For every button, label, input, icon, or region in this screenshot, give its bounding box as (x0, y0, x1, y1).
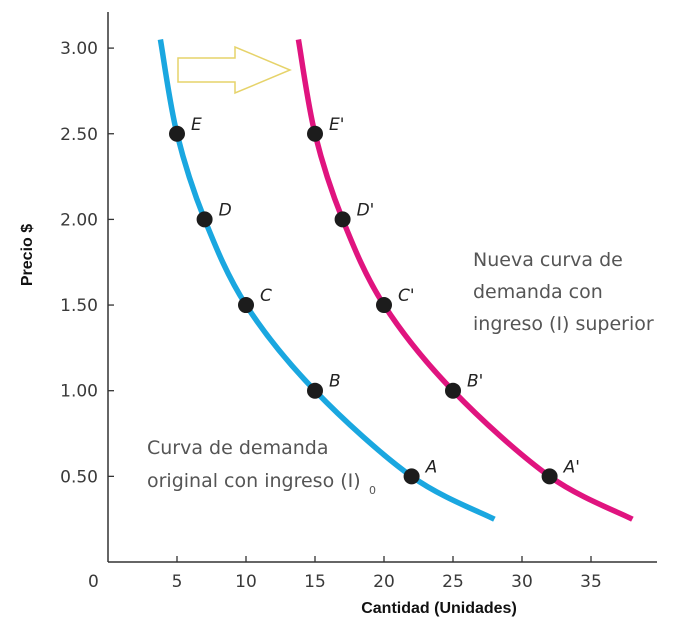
point-marker (238, 297, 254, 314)
x-tick-label: 35 (580, 572, 602, 592)
y-tick-label: 2.00 (60, 210, 98, 230)
point-marker (334, 211, 351, 228)
point-marker (403, 468, 420, 485)
new-annotation-line1: Nueva curva de (473, 249, 623, 271)
point-label: D' (357, 200, 375, 220)
points-group: E D C B A E' D' C' B' A' (169, 115, 580, 485)
shift-arrow-icon (177, 45, 292, 95)
point-marker (307, 382, 323, 399)
tick-group: 5 10 15 20 25 30 35 0.50 1.00 1.50 2.00 2.50 3.00 (60, 39, 602, 592)
new-curve-annotation: Nueva curva de demanda con ingreso (I) s… (473, 249, 654, 335)
point-marker (169, 125, 185, 142)
x-tick-label: 30 (511, 572, 533, 592)
new-annotation-line2: demanda con (473, 281, 603, 303)
x-axis-title: Cantidad (Unidades) (361, 600, 517, 617)
y-tick-label: 1.00 (60, 382, 98, 402)
point-label: C (260, 286, 272, 306)
point-label: C' (398, 286, 415, 306)
x-tick-label: 15 (304, 572, 326, 592)
y-tick-label: 1.50 (60, 296, 98, 316)
x-tick-label: 10 (235, 572, 257, 592)
point-marker (541, 468, 558, 485)
point-label: A' (563, 457, 580, 477)
point-label: E' (329, 115, 344, 135)
point-marker (196, 211, 213, 228)
axes (107, 12, 657, 563)
y-tick-label: 3.00 (60, 39, 98, 59)
original-curve-annotation: Curva de demanda original con ingreso (I… (147, 437, 376, 497)
original-annotation-line2: original con ingreso (I) (147, 470, 361, 492)
point-marker (307, 125, 323, 142)
origin-label: 0 (88, 572, 99, 592)
x-tick-label: 20 (373, 572, 395, 592)
point-label: E (191, 115, 202, 135)
new-demand-curve (295, 39, 634, 522)
y-axis-title: Precio $ (19, 224, 36, 286)
y-tick-label: 0.50 (60, 467, 98, 487)
point-label: D (219, 200, 232, 220)
point-marker (445, 382, 461, 399)
new-annotation-line3: ingreso (I) superior (473, 313, 654, 335)
point-label: B' (467, 372, 483, 392)
original-annotation-line1: Curva de demanda (147, 437, 328, 459)
x-tick-label: 5 (172, 572, 183, 592)
point-label: A (425, 457, 438, 477)
x-tick-label: 25 (442, 572, 464, 592)
original-annotation-subscript: 0 (369, 484, 376, 497)
point-label: B (329, 372, 341, 392)
point-marker (376, 297, 392, 314)
y-tick-label: 2.50 (60, 125, 98, 145)
